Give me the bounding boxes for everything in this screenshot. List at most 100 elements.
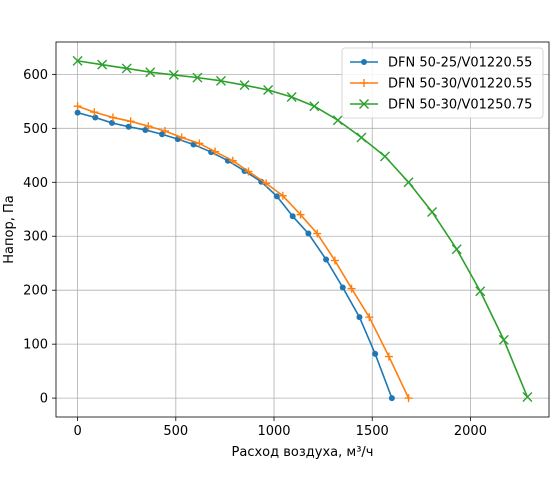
plot-area-frame [55, 41, 550, 418]
legend-label: DFN 50-30/V01220.55 [388, 77, 532, 92]
data-point [384, 352, 393, 361]
y-tick-label: 200 [23, 284, 48, 299]
data-point [263, 85, 274, 96]
marker-stroke [403, 177, 414, 188]
data-point [108, 113, 117, 122]
series-2 [73, 102, 413, 403]
marker-stroke [286, 92, 297, 103]
data-point [121, 63, 132, 74]
data-point [108, 119, 115, 126]
marker-stroke [475, 286, 486, 297]
y-tick-label: 500 [23, 122, 48, 137]
data-point [228, 156, 237, 165]
x-tick-label: 1000 [257, 424, 290, 439]
marker-stroke [168, 69, 179, 80]
data-point [168, 69, 179, 80]
marker-stroke [239, 80, 250, 91]
data-point [286, 92, 297, 103]
data-point [309, 101, 320, 112]
marker-stroke [263, 85, 274, 96]
data-point [332, 115, 343, 126]
legend-label: DFN 50-25/V01220.55 [388, 56, 532, 71]
data-point [92, 114, 99, 121]
data-point [356, 314, 363, 321]
x-axis-label: Расход воздуха, м³/ч [232, 445, 374, 460]
legend-swatch-marker [360, 79, 368, 87]
series-layer [72, 55, 533, 403]
legend: DFN 50-25/V01220.55 DFN 50-30/V01220.55 DF… [341, 47, 544, 119]
y-tick-label: 300 [23, 230, 48, 245]
marker-stroke [451, 244, 462, 255]
data-point [289, 213, 296, 220]
marker-stroke [215, 75, 226, 86]
marker-stroke [522, 392, 533, 403]
data-point [522, 392, 533, 403]
series-line [77, 111, 393, 399]
marker-stroke [145, 67, 156, 78]
y-tick-label: 400 [23, 176, 48, 191]
marker-stroke [121, 63, 132, 74]
data-point [215, 75, 226, 86]
series-1 [74, 109, 395, 402]
legend-swatch-marker [361, 59, 367, 65]
legend-swatch-marker [359, 99, 369, 109]
data-point [379, 151, 390, 162]
legend-item: DFN 50-30/V01250.75 [350, 98, 532, 113]
data-point [72, 55, 83, 66]
series-line [77, 60, 529, 398]
marker-stroke [332, 115, 343, 126]
data-point [161, 127, 170, 136]
data-point [159, 131, 166, 138]
data-point [73, 102, 82, 111]
data-point [278, 191, 287, 200]
data-point [142, 126, 149, 133]
data-point [296, 210, 305, 219]
series-3 [72, 55, 533, 403]
data-point [244, 167, 253, 176]
marker-stroke [356, 132, 367, 143]
marker-stroke [309, 101, 320, 112]
legend-item: DFN 50-30/V01220.55 [350, 77, 532, 92]
x-tick-label: 2000 [454, 424, 487, 439]
data-point [372, 350, 379, 357]
marker-stroke [498, 334, 509, 345]
data-point [97, 59, 108, 70]
axis-ticks: 0 500 1000 1500 2000 0 100 200 300 400 500 600 [23, 68, 487, 439]
series-line [77, 105, 410, 399]
data-point [90, 108, 99, 117]
marker-stroke [72, 55, 83, 66]
marker-stroke [97, 59, 108, 70]
data-point [339, 284, 346, 291]
x-tick-label: 1500 [356, 424, 389, 439]
data-point [177, 133, 186, 142]
data-point [145, 67, 156, 78]
data-point [211, 147, 220, 156]
legend-box [341, 47, 544, 119]
y-axis-label: Напор, Па [2, 195, 17, 263]
data-point [498, 334, 509, 345]
data-point [195, 139, 204, 148]
data-point [356, 132, 367, 143]
data-point [190, 141, 197, 148]
y-tick-label: 100 [23, 338, 48, 353]
data-point [126, 117, 135, 126]
data-point [144, 122, 153, 131]
y-tick-label: 0 [40, 392, 48, 407]
data-point [475, 286, 486, 297]
x-tick-label: 500 [163, 424, 188, 439]
data-point [262, 179, 271, 188]
data-point [239, 80, 250, 91]
data-point [273, 193, 280, 200]
data-point [388, 395, 395, 402]
data-point [74, 109, 81, 116]
data-point [305, 230, 312, 237]
data-point [451, 244, 462, 255]
x-tick-label: 0 [73, 424, 81, 439]
y-tick-label: 600 [23, 68, 48, 83]
data-point [330, 256, 339, 265]
data-point [192, 72, 203, 83]
marker-stroke [427, 206, 438, 217]
legend-item: DFN 50-25/V01220.55 [350, 56, 532, 71]
data-point [404, 394, 413, 403]
